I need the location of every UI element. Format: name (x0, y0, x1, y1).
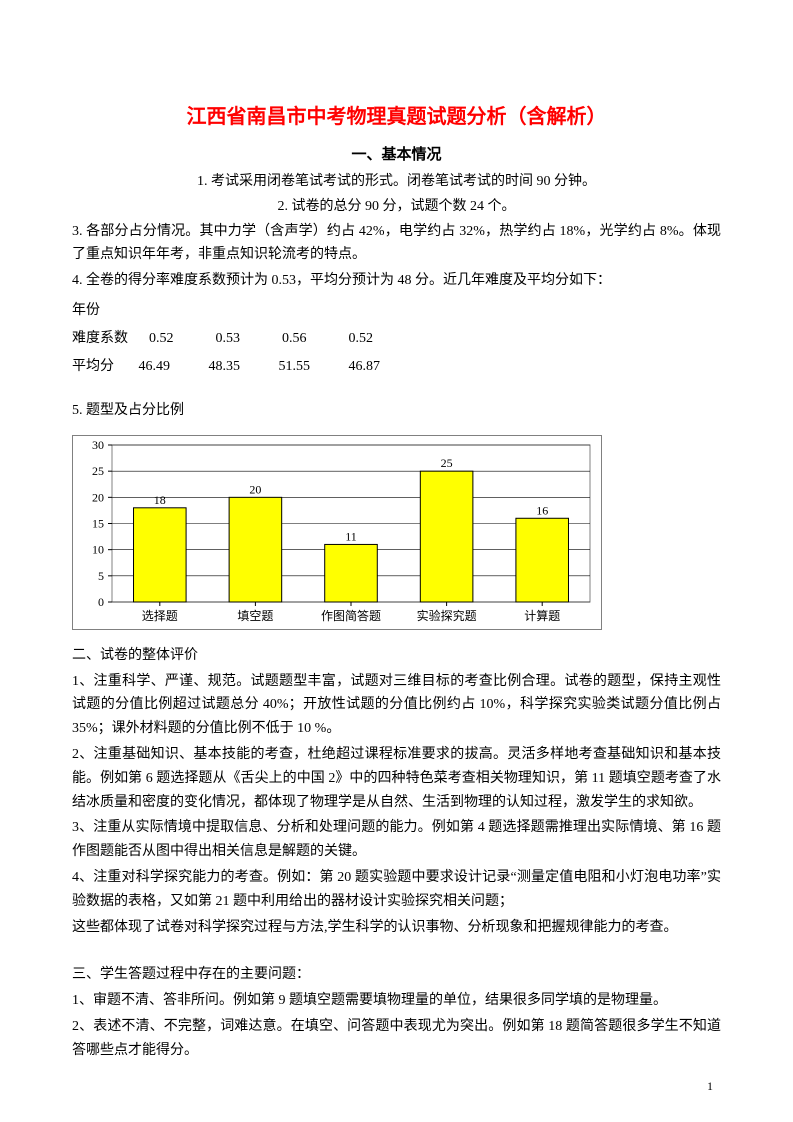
svg-text:25: 25 (92, 464, 104, 478)
section-2-para-4: 4、注重对科学探究能力的考查。例如：第 20 题实验题中要求设计记录“测量定值电… (72, 866, 721, 914)
section-2-para-5: 这些都体现了试卷对科学探究过程与方法,学生科学的认识事物、分析现象和把握规律能力… (72, 916, 721, 940)
svg-text:18: 18 (154, 493, 166, 507)
svg-text:25: 25 (441, 456, 453, 470)
intro-line-3: 3. 各部分占分情况。其中力学（含声学）约占 42%，电学约占 32%，热学约占… (72, 220, 721, 268)
doc-title: 江西省南昌市中考物理真题试题分析（含解析） (72, 100, 721, 129)
stats-table: 年份 难度系数 0.52 0.53 0.56 0.52平均分 46.49 48.… (72, 297, 721, 381)
svg-text:15: 15 (92, 516, 104, 530)
svg-text:20: 20 (249, 482, 261, 496)
svg-text:实验探究题: 实验探究题 (417, 608, 477, 623)
section-3-heading: 三、学生答题过程中存在的主要问题： (72, 963, 721, 987)
table-row: 难度系数 0.52 0.53 0.56 0.52 (72, 325, 721, 353)
section-5-heading: 5. 题型及占分比例 (72, 399, 721, 423)
svg-text:20: 20 (92, 490, 104, 504)
svg-text:填空题: 填空题 (237, 609, 273, 623)
page-number: 1 (707, 1079, 713, 1094)
score-dist-chart: 0 5 10 15 20 25 30 18 选择题 20 填空题 11 作图简答题 25 实验探究题 16 计算… (72, 435, 602, 630)
section-2-heading: 二、试卷的整体评价 (72, 644, 721, 668)
svg-text:计算题: 计算题 (524, 608, 560, 623)
section-3-para-2: 2、表述不清、不完整，词难达意。在填空、问答题中表现尤为突出。例如第 18 题简… (72, 1015, 721, 1063)
svg-text:16: 16 (536, 503, 548, 517)
svg-text:5: 5 (98, 569, 104, 583)
section-2-para-2: 2、注重基础知识、基本技能的考查，杜绝超过课程标准要求的拔高。灵活多样地考查基础… (72, 743, 721, 814)
svg-text:10: 10 (92, 542, 104, 556)
intro-line-2: 2. 试卷的总分 90 分，试题个数 24 个。 (72, 195, 721, 219)
section-2-para-3: 3、注重从实际情境中提取信息、分析和处理问题的能力。例如第 4 题选择题需推理出… (72, 816, 721, 864)
svg-text:11: 11 (345, 529, 357, 543)
svg-text:0: 0 (98, 595, 104, 609)
table-row: 年份 (72, 297, 721, 325)
table-row: 平均分 46.49 48.35 51.55 46.87 (72, 353, 721, 381)
svg-text:选择题: 选择题 (142, 609, 178, 623)
section-2-para-1: 1、注重科学、严谨、规范。试题题型丰富，试题对三维目标的考查比例合理。试卷的题型… (72, 670, 721, 741)
section-1-heading: 一、基本情况 (72, 143, 721, 164)
intro-line-4: 4. 全卷的得分率难度系数预计为 0.53，平均分预计为 48 分。近几年难度及… (72, 269, 721, 293)
section-3-para-1: 1、审题不清、答非所问。例如第 9 题填空题需要填物理量的单位，结果很多同学填的… (72, 989, 721, 1013)
svg-text:30: 30 (92, 438, 104, 452)
intro-line-1: 1. 考试采用闭卷笔试考试的形式。闭卷笔试考试的时间 90 分钟。 (72, 170, 721, 194)
svg-text:作图简答题: 作图简答题 (321, 608, 381, 623)
